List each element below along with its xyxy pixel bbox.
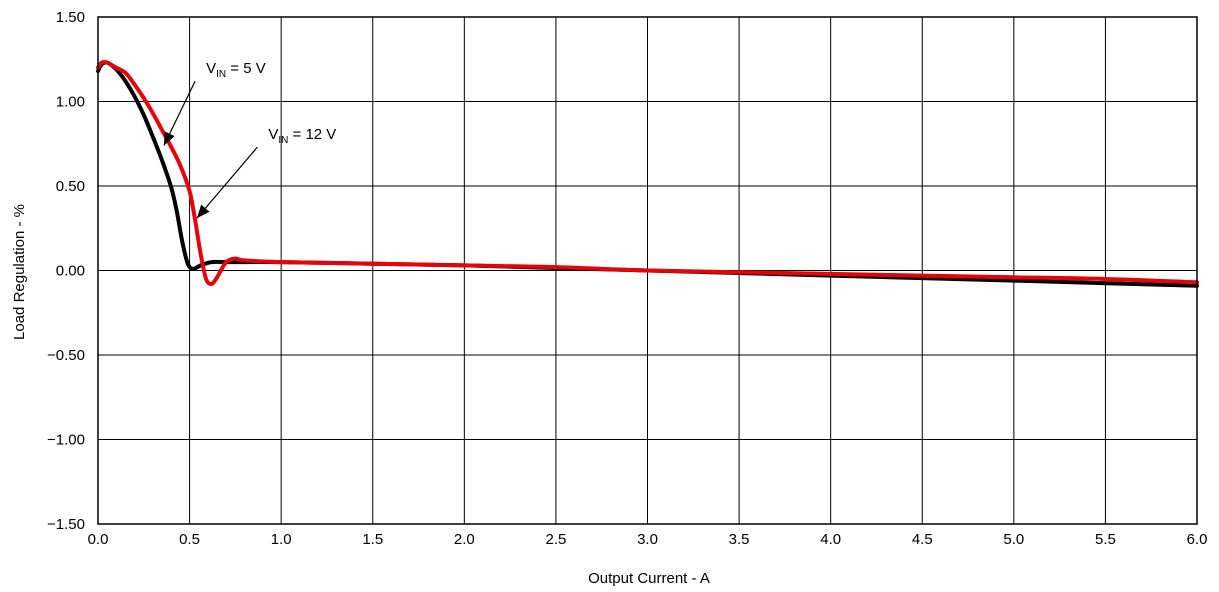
x-tick-label: 6.0 — [1187, 531, 1208, 548]
x-tick-label: 4.0 — [820, 531, 841, 548]
y-tick-label: −0.50 — [47, 347, 85, 364]
x-tick-label: 3.0 — [637, 531, 658, 548]
annotation-arrow-head — [196, 204, 210, 219]
x-tick-label: 5.5 — [1095, 531, 1116, 548]
annotation-label: VIN = 12 V — [268, 126, 336, 146]
y-tick-label: 1.50 — [56, 9, 85, 26]
x-tick-label: 5.0 — [1003, 531, 1024, 548]
y-tick-label: −1.00 — [47, 432, 85, 449]
y-axis-title: Load Regulation - % — [11, 204, 28, 340]
annotation-layer: VIN = 5 V VIN = 12 V — [163, 60, 336, 219]
x-tick-label: 1.5 — [362, 531, 383, 548]
x-tick-label: 1.0 — [271, 531, 292, 548]
annotation-arrow-head — [163, 131, 175, 146]
series-layer — [96, 60, 1199, 288]
x-tick-label: 2.5 — [545, 531, 566, 548]
x-tick-label: 2.0 — [454, 531, 475, 548]
plot-frame — [97, 16, 1198, 525]
x-axis-title: Output Current - A — [588, 570, 710, 587]
y-tick-label: 0.50 — [56, 178, 85, 195]
series-line-1 — [96, 60, 1199, 287]
y-tick-label: 0.00 — [56, 263, 85, 280]
y-tick-label: −1.50 — [47, 516, 85, 533]
annotation-arrow-line — [196, 146, 258, 219]
annotation-label: VIN = 5 V — [206, 60, 266, 80]
x-tick-label: 0.0 — [88, 531, 109, 548]
y-tick-label: 1.00 — [56, 94, 85, 111]
x-tick-labels: 0.0 0.5 1.0 1.5 2.0 2.5 3.0 3.5 4.0 4.5 5.0 5.5 6.0 — [88, 531, 1208, 548]
x-tick-label: 4.5 — [912, 531, 933, 548]
x-tick-label: 3.5 — [729, 531, 750, 548]
y-tick-labels: 1.50 1.00 0.50 0.00 −0.50 −1.00 −1.50 — [47, 9, 85, 533]
x-tick-label: 0.5 — [179, 531, 200, 548]
